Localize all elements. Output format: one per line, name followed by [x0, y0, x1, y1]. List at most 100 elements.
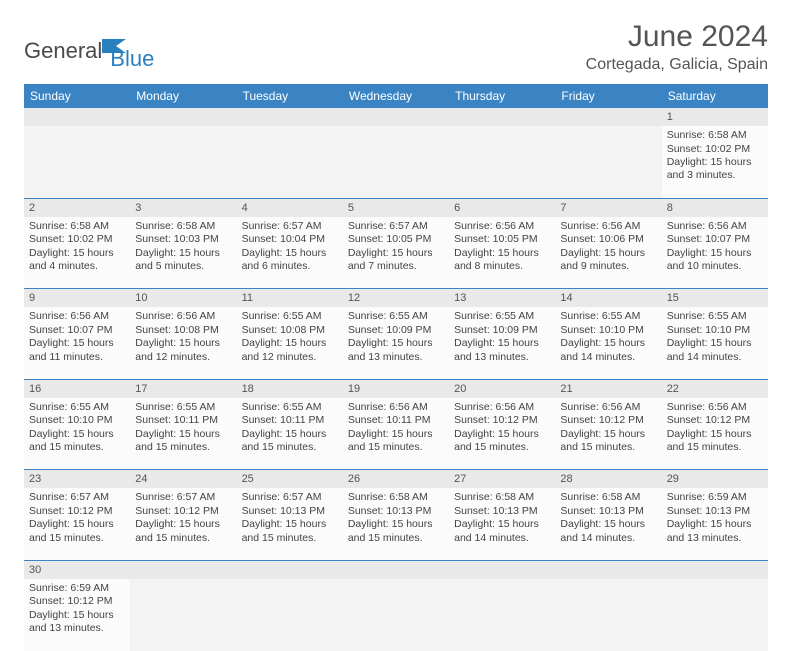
- daylight-text: Daylight: 15 hours and 4 minutes.: [29, 247, 125, 274]
- sunset-text: Sunset: 10:13 PM: [454, 505, 550, 518]
- sunrise-text: Sunrise: 6:56 AM: [135, 310, 231, 323]
- day-cell: [449, 579, 555, 651]
- page-title: June 2024: [586, 20, 768, 54]
- sunset-text: Sunset: 10:12 PM: [29, 595, 125, 608]
- day-cell: Sunrise: 6:57 AMSunset: 10:13 PMDaylight…: [237, 488, 343, 560]
- weekday-header: Wednesday: [343, 84, 449, 108]
- day-number-cell: [343, 560, 449, 579]
- daylight-text: Daylight: 15 hours and 15 minutes.: [242, 518, 338, 545]
- sunset-text: Sunset: 10:09 PM: [454, 324, 550, 337]
- sunset-text: Sunset: 10:08 PM: [242, 324, 338, 337]
- day-number-cell: 6: [449, 198, 555, 217]
- day-cell: Sunrise: 6:58 AMSunset: 10:13 PMDaylight…: [343, 488, 449, 560]
- day-cell: Sunrise: 6:55 AMSunset: 10:09 PMDaylight…: [449, 307, 555, 379]
- sunrise-text: Sunrise: 6:56 AM: [667, 401, 763, 414]
- sunrise-text: Sunrise: 6:59 AM: [29, 582, 125, 595]
- location-subtitle: Cortegada, Galicia, Spain: [586, 56, 768, 74]
- day-number-cell: [237, 560, 343, 579]
- day-number-cell: 29: [662, 470, 768, 489]
- daylight-text: Daylight: 15 hours and 15 minutes.: [348, 428, 444, 455]
- sunrise-text: Sunrise: 6:56 AM: [348, 401, 444, 414]
- sunrise-text: Sunrise: 6:55 AM: [29, 401, 125, 414]
- sunset-text: Sunset: 10:11 PM: [242, 414, 338, 427]
- sunrise-text: Sunrise: 6:56 AM: [29, 310, 125, 323]
- sunrise-text: Sunrise: 6:58 AM: [135, 220, 231, 233]
- daylight-text: Daylight: 15 hours and 15 minutes.: [29, 428, 125, 455]
- daylight-text: Daylight: 15 hours and 12 minutes.: [135, 337, 231, 364]
- day-number-cell: 30: [24, 560, 130, 579]
- sunset-text: Sunset: 10:03 PM: [135, 233, 231, 246]
- day-cell: Sunrise: 6:58 AMSunset: 10:02 PMDaylight…: [24, 217, 130, 289]
- day-cell: Sunrise: 6:55 AMSunset: 10:08 PMDaylight…: [237, 307, 343, 379]
- daylight-text: Daylight: 15 hours and 13 minutes.: [454, 337, 550, 364]
- day-number-cell: 26: [343, 470, 449, 489]
- day-number-row: 1: [24, 108, 768, 126]
- day-number-cell: 14: [555, 289, 661, 308]
- title-block: June 2024 Cortegada, Galicia, Spain: [586, 20, 768, 74]
- sunrise-text: Sunrise: 6:57 AM: [135, 491, 231, 504]
- sunrise-text: Sunrise: 6:55 AM: [135, 401, 231, 414]
- sunrise-text: Sunrise: 6:57 AM: [348, 220, 444, 233]
- sunrise-text: Sunrise: 6:59 AM: [667, 491, 763, 504]
- sunset-text: Sunset: 10:08 PM: [135, 324, 231, 337]
- day-cell: Sunrise: 6:58 AMSunset: 10:13 PMDaylight…: [555, 488, 661, 560]
- day-number-cell: 15: [662, 289, 768, 308]
- day-number-row: 30: [24, 560, 768, 579]
- day-number-cell: 22: [662, 379, 768, 398]
- weekday-header: Monday: [130, 84, 236, 108]
- day-number-cell: 28: [555, 470, 661, 489]
- day-cell: [343, 126, 449, 198]
- week-row: Sunrise: 6:56 AMSunset: 10:07 PMDaylight…: [24, 307, 768, 379]
- sunset-text: Sunset: 10:09 PM: [348, 324, 444, 337]
- day-cell: [24, 126, 130, 198]
- day-cell: Sunrise: 6:55 AMSunset: 10:10 PMDaylight…: [555, 307, 661, 379]
- daylight-text: Daylight: 15 hours and 14 minutes.: [454, 518, 550, 545]
- day-cell: Sunrise: 6:55 AMSunset: 10:11 PMDaylight…: [130, 398, 236, 470]
- day-number-cell: 3: [130, 198, 236, 217]
- daylight-text: Daylight: 15 hours and 13 minutes.: [29, 609, 125, 636]
- day-cell: [662, 579, 768, 651]
- daylight-text: Daylight: 15 hours and 11 minutes.: [29, 337, 125, 364]
- sunset-text: Sunset: 10:11 PM: [348, 414, 444, 427]
- sunset-text: Sunset: 10:10 PM: [667, 324, 763, 337]
- daylight-text: Daylight: 15 hours and 13 minutes.: [348, 337, 444, 364]
- day-cell: [130, 579, 236, 651]
- sunrise-text: Sunrise: 6:55 AM: [560, 310, 656, 323]
- sunset-text: Sunset: 10:12 PM: [135, 505, 231, 518]
- day-number-cell: 16: [24, 379, 130, 398]
- daylight-text: Daylight: 15 hours and 15 minutes.: [667, 428, 763, 455]
- daylight-text: Daylight: 15 hours and 15 minutes.: [29, 518, 125, 545]
- day-cell: Sunrise: 6:58 AMSunset: 10:03 PMDaylight…: [130, 217, 236, 289]
- day-cell: Sunrise: 6:56 AMSunset: 10:12 PMDaylight…: [662, 398, 768, 470]
- day-number-cell: [662, 560, 768, 579]
- daylight-text: Daylight: 15 hours and 15 minutes.: [242, 428, 338, 455]
- week-row: Sunrise: 6:58 AMSunset: 10:02 PMDaylight…: [24, 126, 768, 198]
- day-number-cell: 20: [449, 379, 555, 398]
- sunset-text: Sunset: 10:05 PM: [348, 233, 444, 246]
- day-cell: Sunrise: 6:57 AMSunset: 10:12 PMDaylight…: [130, 488, 236, 560]
- daylight-text: Daylight: 15 hours and 6 minutes.: [242, 247, 338, 274]
- sunrise-text: Sunrise: 6:58 AM: [667, 129, 763, 142]
- day-number-cell: 12: [343, 289, 449, 308]
- day-number-cell: 25: [237, 470, 343, 489]
- sunrise-text: Sunrise: 6:58 AM: [29, 220, 125, 233]
- daylight-text: Daylight: 15 hours and 8 minutes.: [454, 247, 550, 274]
- week-row: Sunrise: 6:57 AMSunset: 10:12 PM Daylight…: [24, 488, 768, 560]
- logo-text-general: General: [24, 38, 102, 64]
- day-number-cell: [237, 108, 343, 126]
- day-cell: Sunrise: 6:58 AMSunset: 10:02 PMDaylight…: [662, 126, 768, 198]
- day-number-cell: 4: [237, 198, 343, 217]
- weekday-header: Thursday: [449, 84, 555, 108]
- day-number-cell: 21: [555, 379, 661, 398]
- sunset-text: Sunset: 10:12 PM: [667, 414, 763, 427]
- logo: General Blue: [24, 30, 154, 72]
- sunrise-text: Sunrise: 6:56 AM: [560, 401, 656, 414]
- sunset-text: Sunset: 10:02 PM: [667, 143, 763, 156]
- day-number-cell: 24: [130, 470, 236, 489]
- calendar-table: Sunday Monday Tuesday Wednesday Thursday…: [24, 84, 768, 651]
- daylight-text: Daylight: 15 hours and 14 minutes.: [560, 518, 656, 545]
- day-number-cell: 19: [343, 379, 449, 398]
- day-cell: Sunrise: 6:56 AMSunset: 10:05 PMDaylight…: [449, 217, 555, 289]
- day-number-cell: 27: [449, 470, 555, 489]
- sunset-text: Sunset: 10:04 PM: [242, 233, 338, 246]
